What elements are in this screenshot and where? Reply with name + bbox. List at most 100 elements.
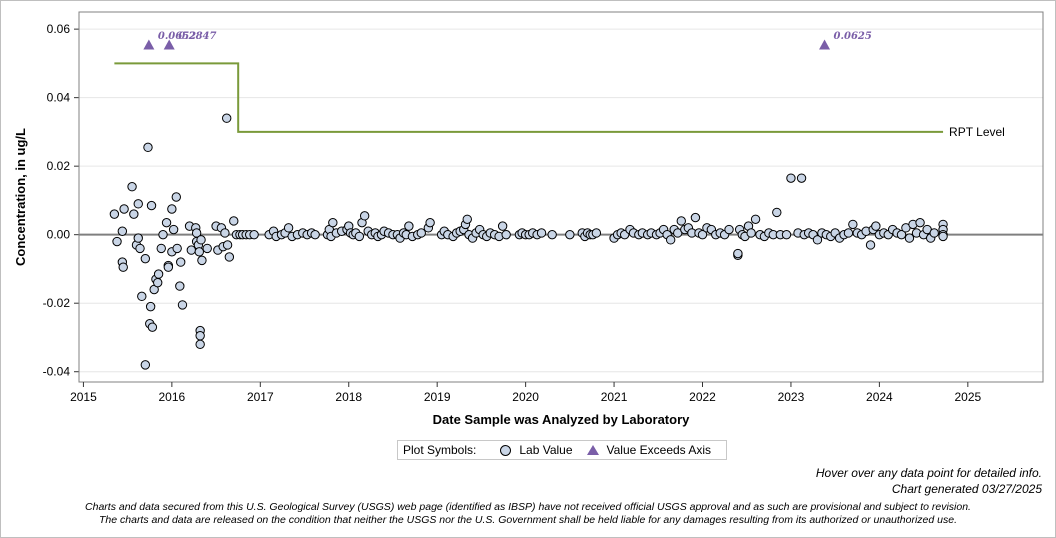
lab-value-point [416, 228, 426, 238]
exceeds-axis-value-label: 0.0625 [834, 31, 872, 42]
lab-value-point [195, 331, 205, 341]
x-axis-title: Date Sample was Analyzed by Laboratory [433, 412, 690, 427]
lab-value-point [158, 229, 168, 240]
exceeds-axis-value-label: 0.0652 [158, 31, 196, 42]
lab-value-point [565, 229, 575, 240]
lab-value-point [772, 207, 782, 218]
disclaimer-line-1: Charts and data secured from this U.S. G… [85, 501, 971, 513]
exceeds-axis-triangle [143, 39, 155, 50]
y-tick-label: 0.04 [47, 91, 71, 105]
lab-value-point [175, 281, 185, 291]
y-axis-title: Concentration, in ug/L [13, 128, 28, 266]
lab-value-point [283, 223, 294, 233]
lab-value-point [133, 199, 143, 209]
lab-value-point [119, 204, 129, 214]
lab-value-point [145, 301, 156, 312]
lab-value-point [733, 248, 743, 259]
lab-value-point [172, 243, 182, 254]
lab-value-point [938, 231, 948, 242]
lab-value-point [547, 229, 557, 240]
lab-value-point [697, 229, 708, 240]
x-tick-label: 2020 [512, 390, 539, 404]
rpt-level-label: RPT Level [949, 125, 1005, 139]
lab-value-point [781, 229, 792, 240]
lab-value-point [171, 192, 181, 202]
lab-value-point [143, 142, 153, 153]
legend-title: Plot Symbols: [403, 443, 477, 457]
hover-note: Hover over any data point for detailed i… [815, 466, 1042, 480]
lab-value-symbol-icon [500, 444, 512, 456]
lab-value-point [915, 217, 925, 228]
lab-value-point [167, 204, 177, 214]
x-tick-label: 2019 [424, 390, 451, 404]
axes: 0.06 0.04 0.02 0.00 -0.02 -0.04 2015 2016 2017 20… [43, 11, 1044, 404]
lab-value-point [328, 217, 338, 228]
plot-area-border [78, 11, 1044, 383]
rpt-level-line: RPT Level [114, 62, 1005, 139]
lab-value-point [404, 221, 414, 231]
lab-value-point [796, 173, 807, 183]
legend-exceeds-axis: Value Exceeds Axis [606, 443, 712, 457]
exceeds-axis-triangle [163, 39, 175, 50]
y-tick-label: 0.02 [47, 159, 71, 173]
lab-value-point [194, 247, 204, 257]
lab-value-point [896, 229, 907, 240]
x-tick-label: 2016 [159, 390, 186, 404]
lab-value-points [109, 113, 948, 370]
lab-value-point [591, 228, 602, 238]
lab-value-point [871, 221, 881, 231]
lab-value-point [359, 211, 370, 221]
lab-value-point [168, 224, 179, 235]
lab-value-point [843, 228, 854, 238]
y-tick-label: 0.06 [47, 22, 71, 36]
generated-date: Chart generated 03/27/2025 [891, 482, 1042, 496]
lab-value-point [202, 243, 212, 254]
lab-value-point [163, 262, 174, 272]
lab-value-point [848, 219, 858, 230]
lab-value-point [153, 277, 163, 288]
legend: Plot Symbols: Lab Value Value Exceeds Ax… [397, 440, 727, 460]
y-tick-label: -0.04 [43, 365, 71, 379]
exceeds-axis-value-label: 0.2847 [178, 31, 216, 42]
lab-value-point [354, 231, 365, 242]
x-tick-label: 2017 [247, 390, 274, 404]
disclaimer-line-2: The charts and data are released on the … [99, 514, 957, 526]
lab-value-point [161, 217, 172, 228]
lab-value-point [137, 291, 147, 302]
lab-value-point [177, 300, 188, 310]
exceeds-axis-symbol-icon [586, 445, 599, 455]
lab-value-point [140, 253, 151, 264]
rpt-level-path [114, 62, 944, 133]
lab-value-point [135, 243, 145, 254]
lab-value-point [222, 240, 233, 250]
lab-value-point [220, 228, 230, 238]
lab-value-point [786, 173, 796, 183]
grid-lines [79, 28, 1043, 373]
lab-value-point [147, 322, 158, 332]
lab-value-point [249, 229, 259, 240]
lab-value-point [501, 229, 511, 240]
lab-value-point [224, 252, 235, 262]
exceeds-axis-triangle [819, 39, 831, 50]
lab-value-point [196, 235, 206, 245]
lab-value-point [156, 243, 166, 254]
y-tick-label: -0.02 [43, 296, 71, 310]
lab-value-point [904, 233, 915, 243]
lab-value-point [153, 269, 164, 279]
lab-value-point [812, 235, 823, 245]
lab-value-point [724, 224, 734, 235]
lab-value-point [536, 228, 547, 238]
lab-value-point [746, 228, 756, 238]
y-tick-label: 0.00 [47, 228, 71, 242]
lab-value-point [197, 255, 207, 266]
lab-value-point [865, 240, 876, 250]
x-tick-label: 2023 [778, 390, 805, 404]
x-tick-label: 2021 [601, 390, 628, 404]
x-tick-label: 2024 [866, 390, 893, 404]
lab-value-point [310, 229, 320, 240]
lab-value-point [195, 339, 205, 350]
lab-value-point [665, 235, 676, 245]
lab-value-point [425, 217, 435, 228]
